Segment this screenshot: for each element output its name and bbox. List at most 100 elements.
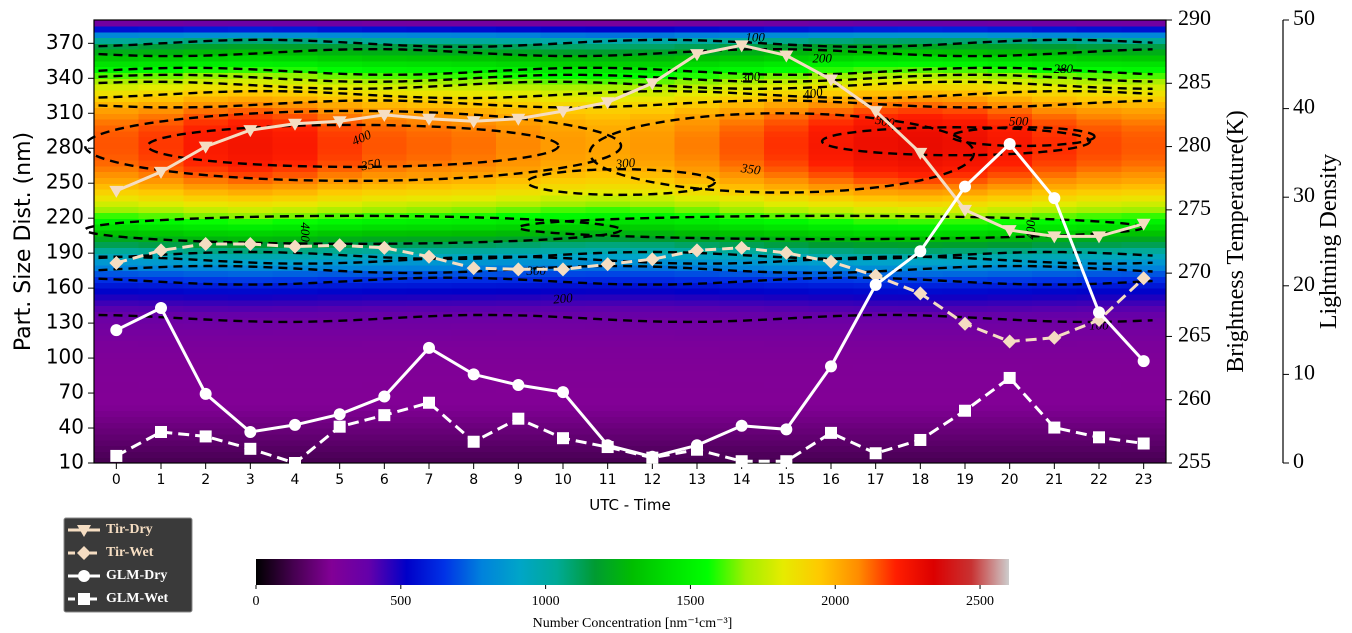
- heatmap-cell: [898, 299, 944, 307]
- temp-axis-label: Brightness Temperature(K): [1223, 110, 1249, 372]
- contour-label: 280: [1054, 61, 1074, 76]
- heatmap-cell: [317, 264, 363, 272]
- heatmap-cell: [540, 258, 586, 266]
- heatmap-cell: [898, 416, 944, 423]
- heatmap-cell: [1121, 282, 1167, 289]
- heatmap-cell: [1076, 270, 1122, 278]
- heatmap-cell: [183, 293, 229, 301]
- series-point: [1048, 192, 1061, 205]
- heatmap-cell: [764, 323, 810, 330]
- heatmap-cell: [808, 387, 854, 394]
- series-point: [198, 141, 213, 154]
- heatmap-cell: [674, 404, 720, 412]
- heatmap-cell: [228, 142, 274, 149]
- heatmap-cell: [764, 154, 810, 161]
- heatmap-cell: [496, 212, 542, 219]
- heatmap-cell: [451, 194, 497, 202]
- heatmap-cell: [317, 194, 363, 202]
- heatmap-cell: [764, 20, 810, 27]
- heatmap-cell: [183, 136, 229, 144]
- heatmap-cell: [585, 218, 631, 225]
- heatmap-cell: [942, 159, 988, 167]
- temp-tick-label: 260: [1178, 385, 1211, 410]
- heatmap-cell: [451, 299, 497, 307]
- heatmap-cell: [183, 206, 229, 213]
- heatmap-cell: [540, 346, 586, 353]
- heatmap-cell: [853, 439, 899, 447]
- heatmap-cell: [183, 328, 229, 336]
- heatmap-cell: [1121, 288, 1167, 295]
- heatmap-cell: [1076, 288, 1122, 295]
- heatmap-cell: [1076, 89, 1122, 97]
- heatmap-cell: [585, 119, 631, 126]
- x-tick-label: 13: [688, 472, 706, 488]
- heatmap-cell: [987, 258, 1033, 266]
- heatmap-cell: [94, 398, 140, 406]
- heatmap-cell: [540, 235, 586, 243]
- contour-line: [98, 313, 1153, 324]
- heatmap-cell: [183, 20, 229, 27]
- heatmap-cell: [764, 346, 810, 353]
- contour-line: [98, 80, 1153, 91]
- heatmap-cell: [808, 194, 854, 202]
- heatmap-cell: [674, 60, 720, 68]
- heatmap-cell: [138, 224, 184, 231]
- heatmap-cell: [1076, 293, 1122, 301]
- heatmap-cell: [540, 84, 586, 91]
- series-point: [467, 435, 480, 448]
- heatmap-cell: [1121, 317, 1167, 324]
- heatmap-cell: [630, 200, 676, 208]
- heatmap-cell: [451, 235, 497, 243]
- heatmap-cell: [317, 72, 363, 79]
- heatmap-cell: [94, 235, 140, 243]
- heatmap-cell: [362, 142, 408, 149]
- heatmap-cell: [138, 422, 184, 429]
- heatmap-cell: [272, 89, 318, 97]
- heatmap-cell: [1032, 317, 1078, 324]
- heatmap-cell: [674, 177, 720, 184]
- heatmap-cell: [808, 119, 854, 126]
- heatmap-cell: [674, 258, 720, 266]
- heatmap-cell: [853, 235, 899, 243]
- heatmap-cell: [630, 340, 676, 348]
- lightning-tick-label: 50: [1293, 5, 1315, 30]
- heatmap-cell: [406, 194, 452, 202]
- heatmap-cell: [451, 212, 497, 219]
- heatmap-cell: [808, 235, 854, 243]
- heatmap-cell: [719, 404, 765, 412]
- heatmap-cell: [228, 416, 274, 423]
- heatmap-cell: [764, 95, 810, 103]
- heatmap-cell: [630, 363, 676, 371]
- heatmap-cell: [898, 95, 944, 103]
- heatmap-cell: [138, 31, 184, 39]
- heatmap-cell: [942, 224, 988, 231]
- heatmap-cell: [808, 37, 854, 44]
- heatmap-cell: [674, 194, 720, 202]
- heatmap-cell: [630, 89, 676, 97]
- heatmap-cell: [362, 124, 408, 132]
- heatmap-cell: [1121, 404, 1167, 412]
- heatmap-cell: [228, 393, 274, 400]
- heatmap-cell: [138, 43, 184, 50]
- heatmap-cell: [540, 218, 586, 225]
- heatmap-cell: [94, 433, 140, 441]
- heatmap-cell: [853, 78, 899, 85]
- x-tick-label: 19: [956, 472, 974, 488]
- colorbar-tick-label: 1500: [676, 594, 704, 609]
- heatmap-cell: [406, 20, 452, 27]
- heatmap-cell: [272, 323, 318, 330]
- heatmap-cell: [1076, 177, 1122, 184]
- heatmap-cell: [496, 451, 542, 458]
- series-point: [824, 254, 838, 269]
- heatmap-cell: [585, 84, 631, 91]
- heatmap-cell: [630, 428, 676, 435]
- heatmap-cell: [228, 340, 274, 348]
- heatmap-cell: [764, 282, 810, 289]
- heatmap-cell: [451, 457, 497, 464]
- lightning-tick-label: 40: [1293, 94, 1315, 119]
- heatmap-cell: [898, 72, 944, 79]
- heatmap-cell: [1076, 60, 1122, 68]
- heatmap-cell: [1032, 78, 1078, 85]
- heatmap-cell: [898, 194, 944, 202]
- heatmap-cell: [317, 393, 363, 400]
